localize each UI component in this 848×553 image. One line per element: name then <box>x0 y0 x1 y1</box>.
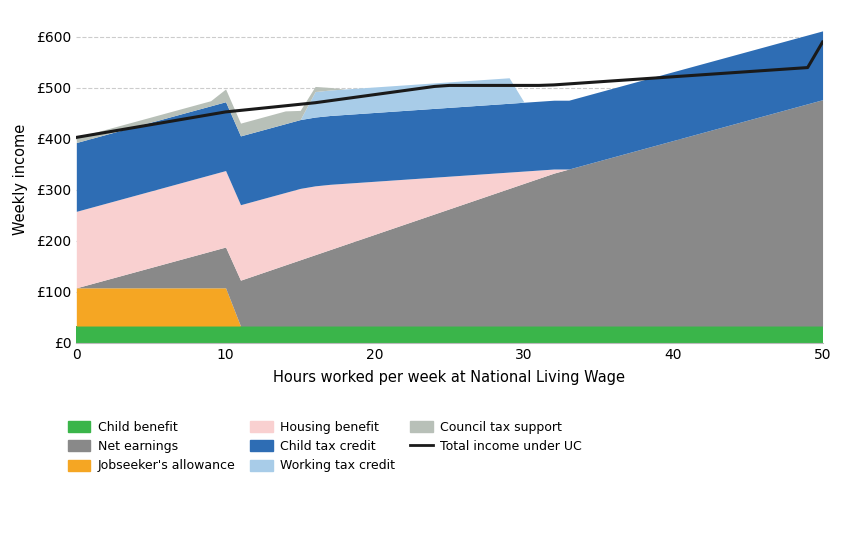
Legend: Child benefit, Net earnings, Jobseeker's allowance, Housing benefit, Child tax c: Child benefit, Net earnings, Jobseeker's… <box>68 421 582 472</box>
Y-axis label: Weekly income: Weekly income <box>13 124 28 236</box>
X-axis label: Hours worked per week at National Living Wage: Hours worked per week at National Living… <box>273 370 626 385</box>
